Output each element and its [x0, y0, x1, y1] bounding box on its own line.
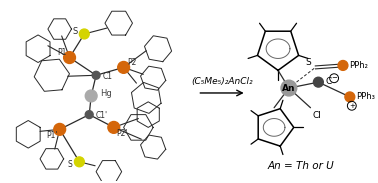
Circle shape — [85, 90, 97, 102]
Text: C1: C1 — [103, 72, 113, 81]
Circle shape — [54, 124, 66, 135]
Text: (C₅Me₅)₂AnCl₂: (C₅Me₅)₂AnCl₂ — [191, 77, 253, 86]
Text: S: S — [306, 58, 311, 67]
Circle shape — [108, 122, 120, 133]
Circle shape — [85, 111, 93, 119]
Text: An: An — [282, 84, 296, 93]
Text: P1': P1' — [46, 131, 57, 140]
Circle shape — [92, 71, 100, 79]
Text: S: S — [72, 27, 77, 36]
Circle shape — [338, 61, 348, 70]
Text: Cl: Cl — [313, 111, 321, 120]
Circle shape — [313, 77, 323, 87]
FancyArrowPatch shape — [200, 90, 242, 96]
Text: An = Th or U: An = Th or U — [267, 161, 334, 171]
Text: PPh₂: PPh₂ — [349, 61, 368, 70]
Text: P2: P2 — [127, 58, 136, 67]
Text: P2': P2' — [116, 129, 127, 138]
Circle shape — [345, 92, 355, 102]
Text: Hg: Hg — [100, 89, 112, 98]
Circle shape — [74, 157, 84, 167]
Text: +: + — [349, 103, 355, 109]
Text: P1: P1 — [57, 48, 67, 57]
Circle shape — [64, 52, 76, 64]
Text: PPh₃: PPh₃ — [356, 92, 375, 101]
Text: S: S — [68, 160, 73, 169]
Circle shape — [118, 61, 130, 73]
Text: −: − — [331, 75, 337, 81]
Circle shape — [79, 29, 89, 39]
Circle shape — [281, 80, 297, 96]
Text: C: C — [325, 77, 332, 86]
Text: C1': C1' — [96, 111, 108, 120]
